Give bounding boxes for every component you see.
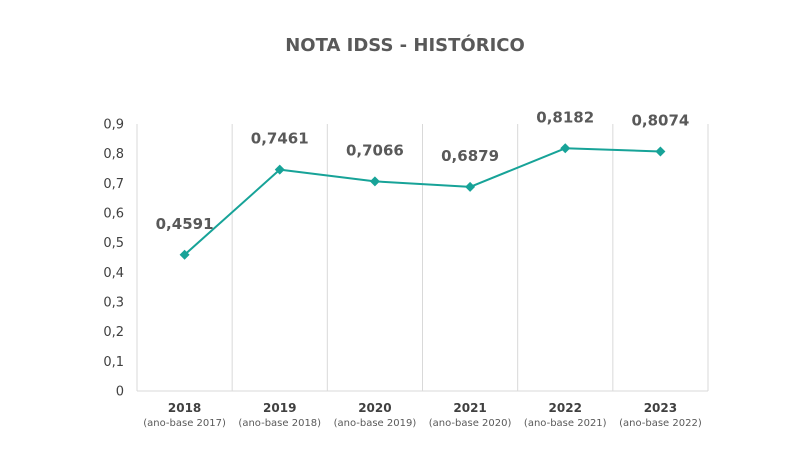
x-tick-subtitle: (ano-base 2020) [429,418,512,429]
x-tick-subtitle: (ano-base 2017) [143,418,226,429]
x-tick-year: 2020 [358,401,391,415]
data-point-marker [655,146,666,157]
y-tick-label: 0,9 [103,118,124,133]
x-tick-year: 2019 [263,401,296,415]
y-tick-label: 0,5 [103,236,124,251]
y-tick-label: 0,8 [103,147,124,162]
data-point-marker [179,249,190,260]
data-point-marker [274,164,285,175]
series-line [183,147,661,256]
x-tick-year: 2023 [644,401,677,415]
data-label: 0,6879 [441,147,499,165]
y-tick-label: 0,4 [103,266,124,281]
data-point-marker [465,181,476,192]
data-label: 0,7066 [346,141,404,159]
x-tick-subtitle: (ano-base 2018) [238,418,321,429]
x-axis: 2018 (ano-base 2017) 2019 (ano-base 2018) 20… [143,401,702,429]
x-tick-year: 2022 [549,401,582,415]
series-idss [179,143,666,260]
data-label: 0,8182 [536,108,594,126]
y-tick-label: 0,7 [103,177,124,192]
data-point-marker [369,176,380,187]
x-tick-subtitle: (ano-base 2021) [524,418,607,429]
y-tick-label: 0,2 [103,325,124,340]
x-tick-year: 2018 [168,401,201,415]
x-tick-subtitle: (ano-base 2019) [334,418,417,429]
y-axis: 0 0,1 0,2 0,3 0,4 0,5 0,6 0,7 0,8 0,9 [103,118,124,400]
y-tick-label: 0,1 [103,355,124,370]
data-point-marker [560,143,571,154]
y-tick-label: 0,6 [103,207,124,222]
x-tick-subtitle: (ano-base 2022) [619,418,702,429]
chart-title: NOTA IDSS - HISTÓRICO [285,34,525,56]
grid [136,124,709,392]
y-tick-label: 0 [116,385,124,400]
data-label: 0,7461 [251,130,309,148]
data-label: 0,8074 [631,111,689,129]
y-tick-label: 0,3 [103,296,124,311]
x-tick-year: 2021 [453,401,486,415]
data-label: 0,4591 [156,215,214,233]
data-labels: 0,4591 0,7461 0,7066 0,6879 0,8182 0,8074 [156,108,690,233]
